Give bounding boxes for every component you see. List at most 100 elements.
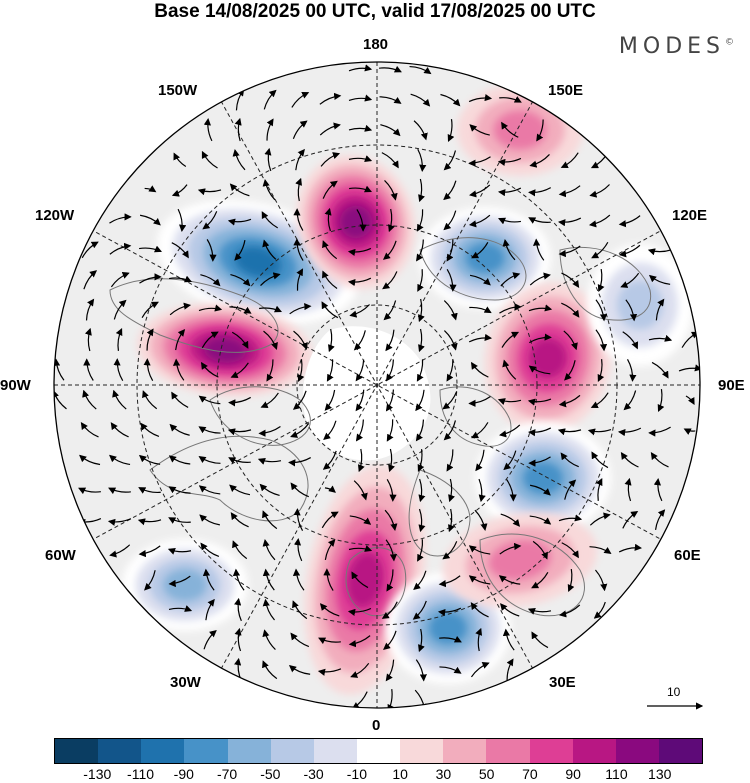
wind-vector — [564, 360, 576, 381]
wind-vector — [558, 514, 583, 522]
wind-vector — [348, 94, 373, 102]
wind-vector — [499, 424, 521, 438]
wind-vector — [140, 422, 160, 437]
wind-vector — [228, 396, 251, 407]
wind-vector — [418, 628, 425, 653]
wind-vector — [324, 485, 336, 493]
wind-vector — [474, 509, 488, 531]
wind-vector — [202, 211, 218, 230]
wind-vector — [292, 568, 305, 591]
wind-vector — [234, 627, 242, 652]
wind-vector — [589, 512, 611, 526]
wind-vector — [414, 689, 428, 708]
wind-vector — [355, 359, 365, 382]
wind-vector — [529, 484, 551, 496]
wind-vector — [198, 304, 223, 312]
wind-vector — [416, 239, 424, 262]
wind-vector — [169, 423, 190, 436]
wind-vector — [112, 389, 127, 410]
wind-vector — [470, 662, 490, 678]
wind-vector — [348, 545, 373, 552]
anomaly-contour — [488, 540, 552, 580]
wind-vector — [647, 248, 672, 256]
wind-vector — [262, 629, 276, 651]
wind-vector — [468, 156, 491, 167]
wind-vector — [410, 93, 431, 107]
wind-vector — [322, 240, 338, 260]
label-150e: 150E — [548, 82, 584, 99]
wind-vector — [468, 214, 491, 228]
wind-vector — [595, 478, 603, 501]
wind-vector — [593, 601, 606, 619]
wind-vector — [323, 568, 334, 591]
wind-vector — [227, 218, 252, 226]
wind-vector — [591, 241, 609, 259]
wind-vector — [380, 124, 401, 137]
wind-vector — [413, 120, 428, 141]
wind-vector — [324, 207, 332, 232]
wind-vector — [357, 448, 365, 473]
modes-logo: MODES© — [618, 34, 734, 59]
wind-vector — [293, 238, 304, 261]
wind-vector — [418, 478, 426, 503]
wind-vector — [347, 607, 372, 616]
wind-vector — [266, 359, 274, 382]
wind-vector — [263, 330, 278, 351]
wind-vector — [144, 570, 156, 591]
wind-vector — [418, 178, 425, 203]
wind-vector — [558, 394, 581, 408]
wind-vector — [561, 272, 580, 288]
wind-vector-layer — [54, 64, 700, 708]
colorbar-tick-label: 90 — [565, 766, 581, 782]
wind-vector — [322, 270, 338, 289]
wind-vector — [443, 150, 457, 171]
wind-vector — [595, 569, 608, 592]
wind-vector — [529, 272, 551, 286]
wind-vector — [231, 331, 249, 349]
wind-vector — [528, 304, 553, 312]
label-0: 0 — [372, 717, 381, 734]
wind-vector — [383, 630, 397, 650]
wind-vector — [597, 359, 605, 382]
wind-vector — [83, 358, 94, 381]
wind-vector — [384, 509, 398, 532]
wind-vector — [230, 273, 251, 287]
wind-vector — [500, 603, 520, 617]
wind-vector — [567, 568, 575, 593]
map-title: Base 14/08/2025 00 UTC, valid 17/08/2025… — [154, 1, 596, 22]
wind-vector — [468, 396, 491, 407]
wind-vector — [591, 451, 609, 469]
wind-vector — [262, 568, 275, 591]
wind-vector — [528, 456, 551, 467]
wind-vector — [262, 598, 275, 621]
wind-vector — [319, 603, 340, 617]
wind-vector — [110, 272, 130, 288]
wind-vector — [386, 419, 394, 442]
colorbar-cell — [572, 739, 616, 763]
wind-vector — [379, 96, 402, 104]
wind-vector — [290, 423, 310, 438]
label-90e: 90E — [718, 377, 745, 394]
wind-vector — [536, 119, 544, 142]
wind-vector — [560, 452, 579, 468]
wind-vector — [234, 240, 246, 261]
wind-vector — [198, 426, 221, 434]
wind-vector — [385, 659, 395, 682]
wind-vector — [597, 268, 605, 293]
wind-vector — [228, 457, 251, 464]
wind-vector — [168, 605, 193, 612]
wind-vector — [169, 275, 192, 283]
wind-vector — [470, 602, 489, 618]
wind-vector — [475, 627, 483, 652]
wind-vector — [109, 454, 131, 466]
wind-vector — [143, 358, 154, 381]
wind-vector — [448, 478, 455, 503]
colorbar-tick-label: -70 — [216, 766, 238, 782]
wind-vector — [588, 214, 611, 228]
wind-vector — [79, 454, 101, 466]
wind-vector — [384, 180, 398, 201]
anomaly-contour — [617, 280, 663, 330]
label-180: 180 — [363, 36, 389, 53]
label-30e: 30E — [549, 674, 576, 691]
wind-vector — [171, 391, 189, 408]
